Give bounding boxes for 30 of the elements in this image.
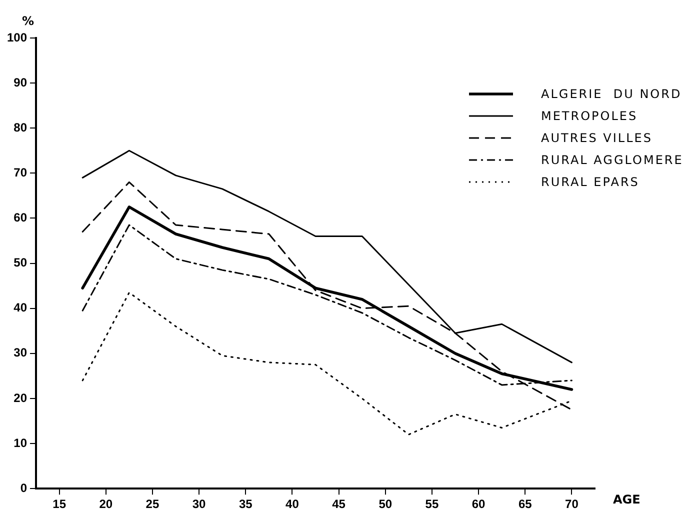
y-tick-label: 100 bbox=[6, 30, 28, 44]
x-tick-label: 40 bbox=[286, 497, 300, 512]
x-tick-label: 50 bbox=[378, 497, 392, 512]
legend-label: ALGERIE DU NORD bbox=[541, 87, 682, 101]
y-tick-label: 60 bbox=[14, 210, 28, 225]
y-tick-label: 80 bbox=[14, 120, 28, 134]
y-tick-label: 0 bbox=[20, 480, 28, 495]
x-tick-label: 70 bbox=[565, 497, 579, 512]
y-tick-label: 90 bbox=[14, 75, 28, 90]
y-tick-label: 70 bbox=[14, 165, 28, 180]
legend-label: AUTRES VILLES bbox=[541, 131, 652, 145]
y-tick-label: 20 bbox=[14, 390, 28, 405]
legend-label: RURAL EPARS bbox=[541, 175, 640, 189]
legend-label: METROPOLES bbox=[541, 109, 638, 123]
y-tick-label: 50 bbox=[14, 256, 28, 270]
x-tick-label: 65 bbox=[518, 497, 532, 512]
x-tick-label: 45 bbox=[332, 497, 346, 512]
x-tick-label: 55 bbox=[425, 497, 439, 512]
x-tick-label: 25 bbox=[146, 497, 160, 512]
x-tick-label: 30 bbox=[192, 497, 206, 512]
x-tick-label: 60 bbox=[472, 497, 486, 512]
legend-label: RURAL AGGLOMERE bbox=[541, 153, 684, 167]
y-tick-label: 40 bbox=[14, 300, 28, 315]
x-tick-label: 15 bbox=[52, 497, 66, 512]
y-axis-title: % bbox=[22, 14, 34, 28]
y-tick-label: 30 bbox=[14, 346, 28, 360]
y-tick-label: 10 bbox=[14, 436, 28, 450]
x-axis-title: AGE bbox=[613, 492, 640, 507]
x-tick-label: 35 bbox=[238, 497, 253, 512]
x-tick-label: 20 bbox=[99, 497, 113, 512]
